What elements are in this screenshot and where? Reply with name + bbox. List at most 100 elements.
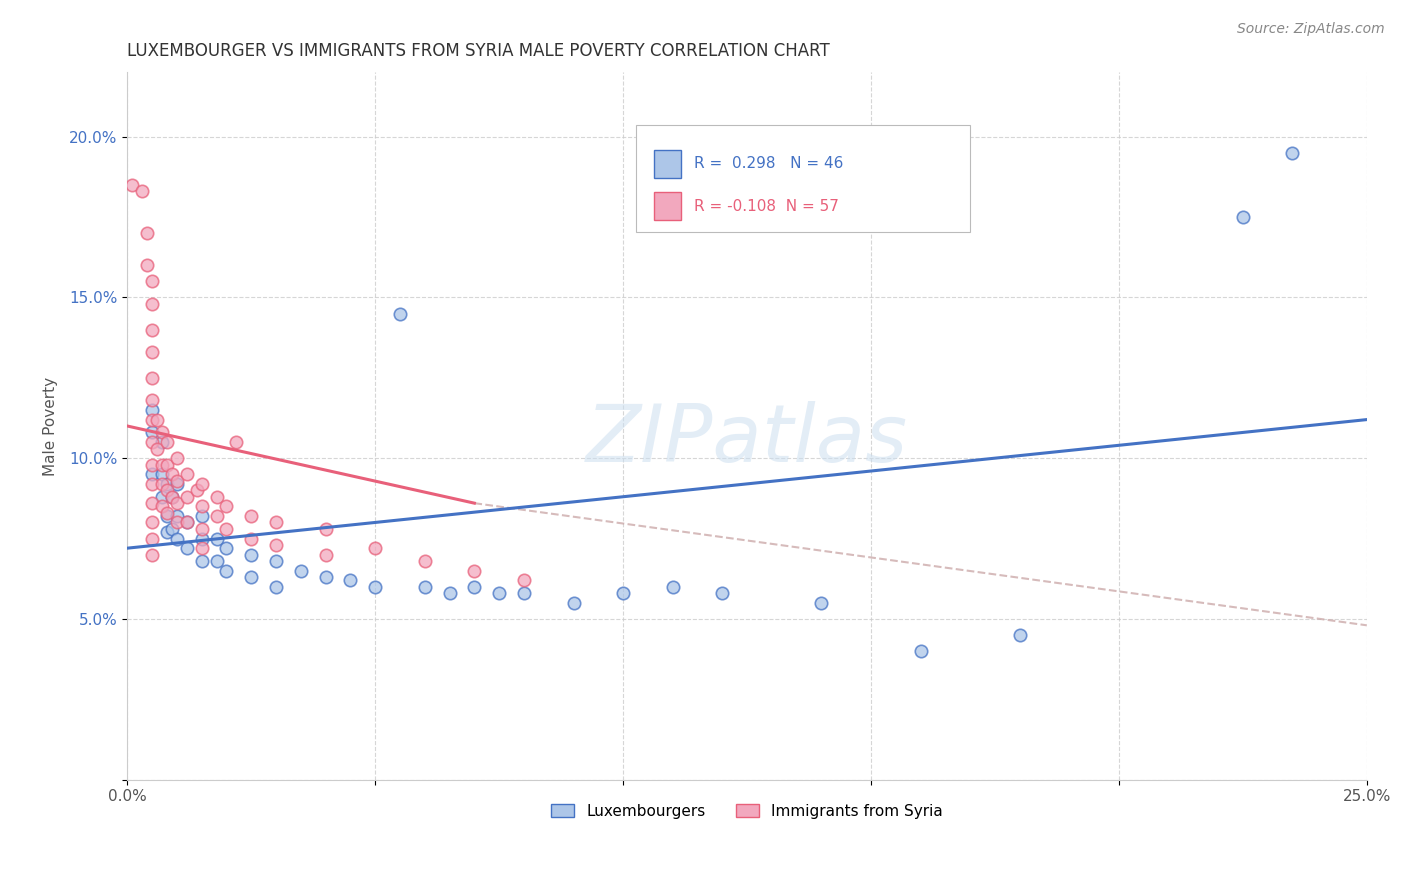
Point [141,548,163,562]
Point [156,476,179,491]
Point [141,467,163,482]
Point [413,580,436,594]
Point [240,570,263,584]
Point [240,508,263,523]
FancyBboxPatch shape [636,126,970,232]
Point [315,522,337,536]
Point [339,574,361,588]
Point [166,508,188,523]
Point [562,596,585,610]
Point [364,580,387,594]
Point [215,541,238,556]
Point [160,522,183,536]
Point [156,435,179,450]
Point [513,574,536,588]
Point [389,306,412,320]
Point [315,570,337,584]
Point [439,586,461,600]
Point [513,586,536,600]
Point [160,490,183,504]
Point [910,644,932,658]
Point [166,532,188,546]
Point [264,554,287,568]
Point [205,490,228,504]
Point [156,506,179,520]
Point [166,516,188,530]
Point [225,435,247,450]
Point [190,476,212,491]
Text: ZIPatlas: ZIPatlas [586,401,908,479]
Point [264,516,287,530]
Point [215,522,238,536]
Point [136,226,159,240]
Point [141,425,163,440]
Point [264,538,287,552]
Point [215,500,238,514]
Point [488,586,510,600]
Point [315,548,337,562]
Point [141,516,163,530]
Point [141,297,163,311]
Point [141,458,163,472]
FancyBboxPatch shape [654,150,682,178]
Point [190,532,212,546]
Text: Source: ZipAtlas.com: Source: ZipAtlas.com [1237,22,1385,37]
Point [150,425,173,440]
Point [190,541,212,556]
Text: R =  0.298   N = 46: R = 0.298 N = 46 [693,156,844,171]
Point [141,345,163,359]
Point [205,532,228,546]
Point [150,458,173,472]
Point [463,564,485,578]
Point [121,178,143,192]
Point [205,508,228,523]
Point [156,458,179,472]
Text: LUXEMBOURGER VS IMMIGRANTS FROM SYRIA MALE POVERTY CORRELATION CHART: LUXEMBOURGER VS IMMIGRANTS FROM SYRIA MA… [128,42,830,60]
Point [413,554,436,568]
Point [190,508,212,523]
Point [240,532,263,546]
Point [141,412,163,426]
Point [141,496,163,510]
Point [1281,145,1303,160]
Point [160,490,183,504]
Point [160,467,183,482]
Point [141,322,163,336]
Point [612,586,634,600]
Point [141,274,163,288]
Point [156,525,179,540]
Point [136,258,159,272]
Point [176,490,198,504]
Point [141,393,163,408]
Point [215,564,238,578]
Point [146,442,169,456]
Point [166,496,188,510]
FancyBboxPatch shape [654,192,682,220]
Point [150,467,173,482]
Point [141,476,163,491]
Point [240,548,263,562]
Point [186,483,208,498]
Point [810,596,832,610]
Point [176,516,198,530]
Point [661,580,683,594]
Point [141,403,163,417]
Text: R = -0.108  N = 57: R = -0.108 N = 57 [693,199,838,214]
Point [156,483,179,498]
Point [166,476,188,491]
Point [150,490,173,504]
Point [711,586,734,600]
Point [1232,210,1254,224]
Point [463,580,485,594]
Point [166,451,188,466]
Point [166,474,188,488]
Y-axis label: Male Poverty: Male Poverty [44,376,58,475]
Point [150,476,173,491]
Point [141,435,163,450]
Point [205,554,228,568]
Point [290,564,312,578]
Point [364,541,387,556]
Point [1008,628,1031,642]
Point [141,371,163,385]
Point [176,467,198,482]
